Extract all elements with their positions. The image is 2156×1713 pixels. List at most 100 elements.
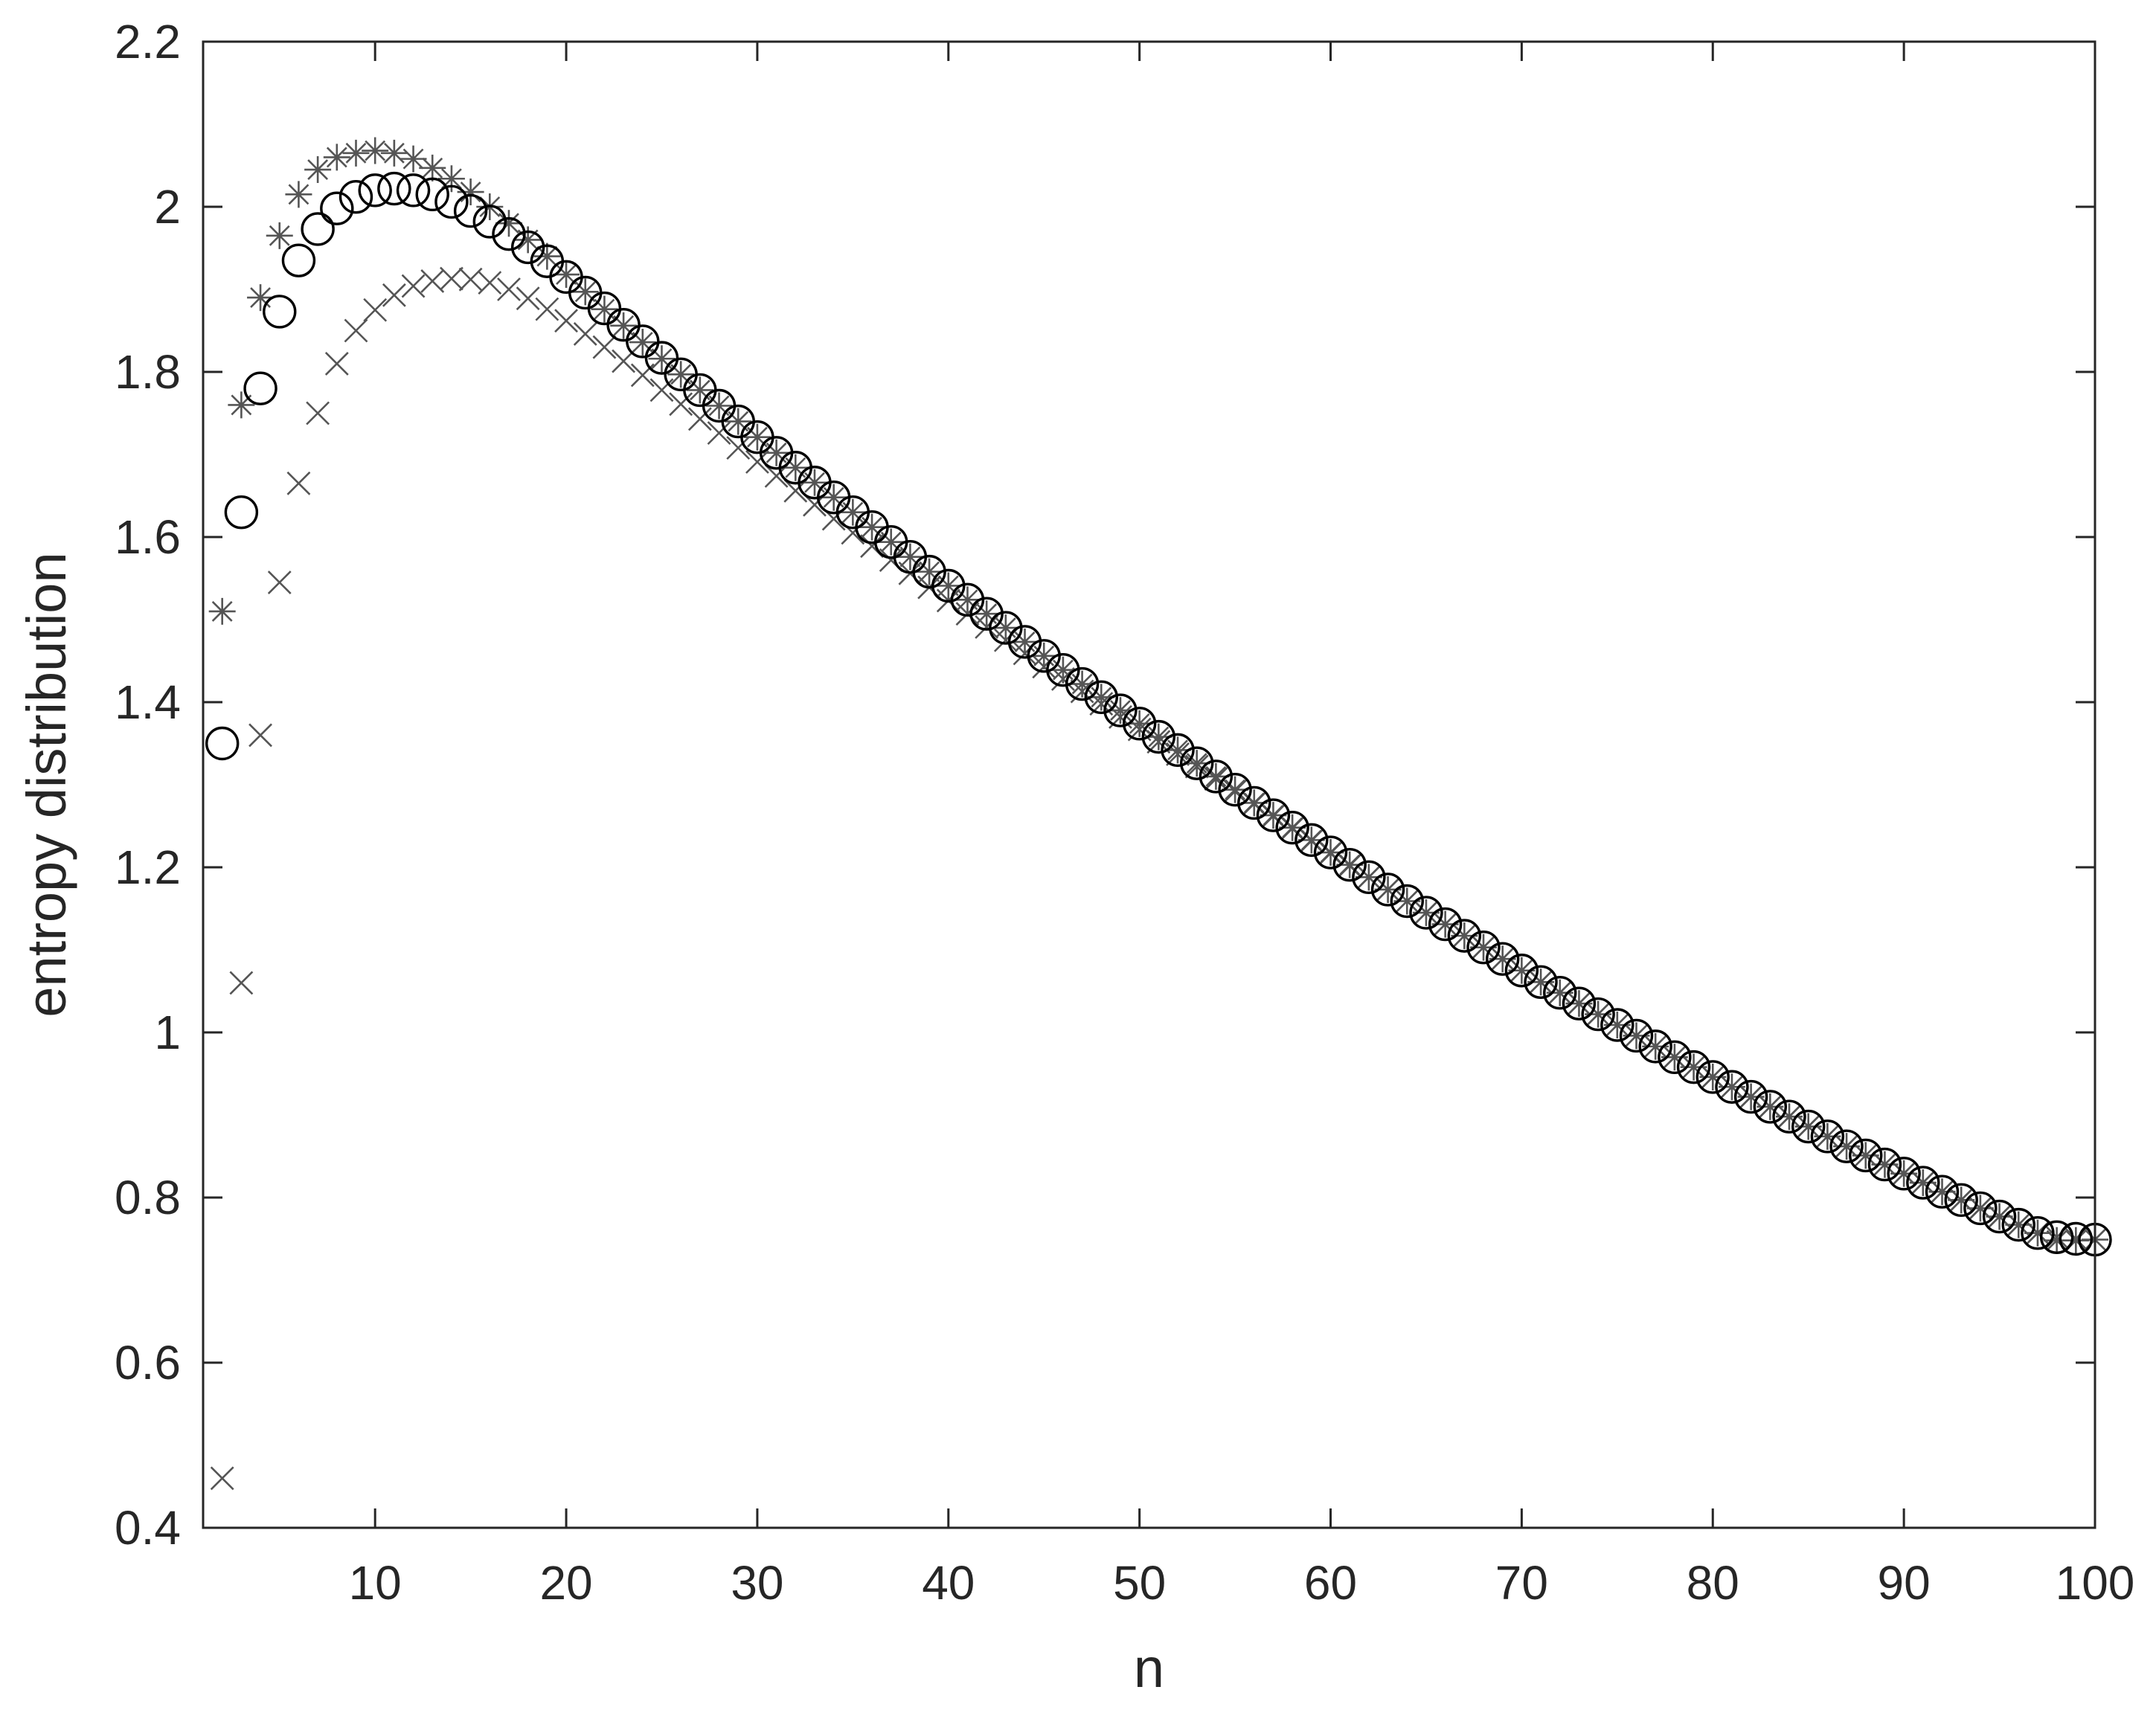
y-tick-label: 0.6 xyxy=(115,1336,181,1389)
data-point-star xyxy=(553,261,580,289)
data-point-circle xyxy=(1849,1138,1883,1173)
data-point-circle xyxy=(1887,1157,1921,1191)
data-point-x xyxy=(573,322,597,346)
data-point-star xyxy=(1814,1122,1841,1150)
x-tick-label: 50 xyxy=(1113,1556,1166,1610)
data-point-circle xyxy=(1753,1090,1788,1124)
data-point-star xyxy=(648,345,676,373)
data-point-x xyxy=(382,283,406,307)
data-point-star xyxy=(1126,710,1153,737)
data-point-x xyxy=(649,378,674,402)
data-point-x xyxy=(458,267,483,292)
data-point-circle xyxy=(1504,954,1539,988)
y-tick-label: 1.4 xyxy=(115,675,181,729)
data-point-circle xyxy=(377,171,411,206)
data-point-x xyxy=(535,297,559,321)
data-point-star xyxy=(763,439,790,466)
y-tick-label: 0.4 xyxy=(115,1501,181,1555)
data-point-star xyxy=(495,210,522,237)
data-point-star xyxy=(667,361,695,388)
data-point-circle xyxy=(2059,1221,2094,1256)
data-point-star xyxy=(304,156,332,184)
data-point-star xyxy=(1068,670,1096,698)
data-point-circle xyxy=(224,495,259,530)
data-point-star xyxy=(1508,957,1536,984)
data-point-star xyxy=(208,597,236,625)
data-point-star xyxy=(839,498,867,526)
data-point-star xyxy=(1222,776,1249,803)
data-point-circle xyxy=(1638,1029,1672,1064)
data-point-star xyxy=(1451,922,1478,950)
data-point-circle xyxy=(358,173,392,208)
x-tick-label: 10 xyxy=(349,1556,402,1610)
data-point-star xyxy=(1546,979,1573,1006)
data-point-star xyxy=(457,179,484,206)
data-point-star xyxy=(1718,1073,1745,1101)
x-tick-label: 100 xyxy=(2056,1556,2135,1610)
data-point-star xyxy=(1699,1063,1727,1090)
data-point-star xyxy=(782,454,809,481)
y-axis-label: entropy distribution xyxy=(16,552,77,1017)
data-point-circle xyxy=(1906,1166,1940,1200)
data-point-star xyxy=(1431,910,1459,938)
data-point-star xyxy=(1279,814,1306,841)
data-point-star xyxy=(1909,1169,1937,1197)
data-point-star xyxy=(419,154,446,181)
data-point-x xyxy=(726,436,751,460)
data-point-star xyxy=(916,558,943,585)
data-point-x xyxy=(687,407,712,431)
data-point-circle xyxy=(1982,1199,2017,1234)
data-point-star xyxy=(954,586,981,614)
data-point-circle xyxy=(205,726,240,761)
data-point-circle xyxy=(1829,1129,1864,1163)
data-point-circle xyxy=(472,205,507,239)
data-point-circle xyxy=(301,212,335,246)
data-point-star xyxy=(400,145,427,173)
data-point-circle xyxy=(1867,1147,1902,1182)
data-point-star xyxy=(362,137,389,164)
data-point-star xyxy=(629,329,656,356)
data-point-star xyxy=(859,513,886,541)
data-point-star xyxy=(1202,762,1230,790)
data-point-x xyxy=(440,266,463,291)
data-point-star xyxy=(2024,1219,2051,1247)
data-point-circle xyxy=(396,173,431,208)
data-point-star xyxy=(1565,990,1593,1018)
series-star xyxy=(208,137,2108,1254)
data-point-circle xyxy=(1428,907,1463,942)
data-point-star xyxy=(285,181,312,208)
data-point-circle xyxy=(1447,919,1482,953)
data-point-circle xyxy=(1772,1099,1806,1134)
data-point-star xyxy=(2005,1211,2033,1238)
x-tick-label: 40 xyxy=(922,1556,975,1610)
data-point-star xyxy=(1317,839,1344,867)
data-point-star xyxy=(437,165,465,193)
data-point-circle xyxy=(1332,847,1367,882)
data-point-star xyxy=(705,392,733,420)
data-point-circle xyxy=(1715,1070,1749,1104)
data-point-x xyxy=(497,277,521,301)
data-point-star xyxy=(228,391,255,419)
data-point-circle xyxy=(1256,798,1291,832)
data-point-circle xyxy=(1352,860,1386,895)
y-tick-label: 1.6 xyxy=(115,510,181,564)
data-point-circle xyxy=(1925,1174,1960,1209)
data-point-star xyxy=(266,222,293,249)
data-point-star xyxy=(1393,887,1421,915)
data-point-x xyxy=(707,421,731,446)
data-point-star xyxy=(1164,736,1192,764)
data-point-circle xyxy=(1963,1191,1998,1226)
data-point-circle xyxy=(1466,930,1501,965)
data-point-circle xyxy=(1581,997,1615,1032)
x-tick-label: 80 xyxy=(1687,1556,1739,1610)
data-point-star xyxy=(1871,1151,1899,1178)
data-point-circle xyxy=(2039,1220,2074,1254)
data-point-star xyxy=(514,226,542,254)
data-point-circle xyxy=(1065,666,1100,701)
data-point-star xyxy=(877,528,905,556)
data-point-x xyxy=(401,274,426,298)
y-tick-label: 2 xyxy=(154,180,181,234)
ticks-layer: 10 20 30 40 50 60 70 80 90 100 0.4 0.6 0.8 1 1.2 1.4 1.6… xyxy=(115,15,2134,1610)
y-tick-label: 1 xyxy=(154,1006,181,1059)
data-point-star xyxy=(1890,1160,1918,1187)
